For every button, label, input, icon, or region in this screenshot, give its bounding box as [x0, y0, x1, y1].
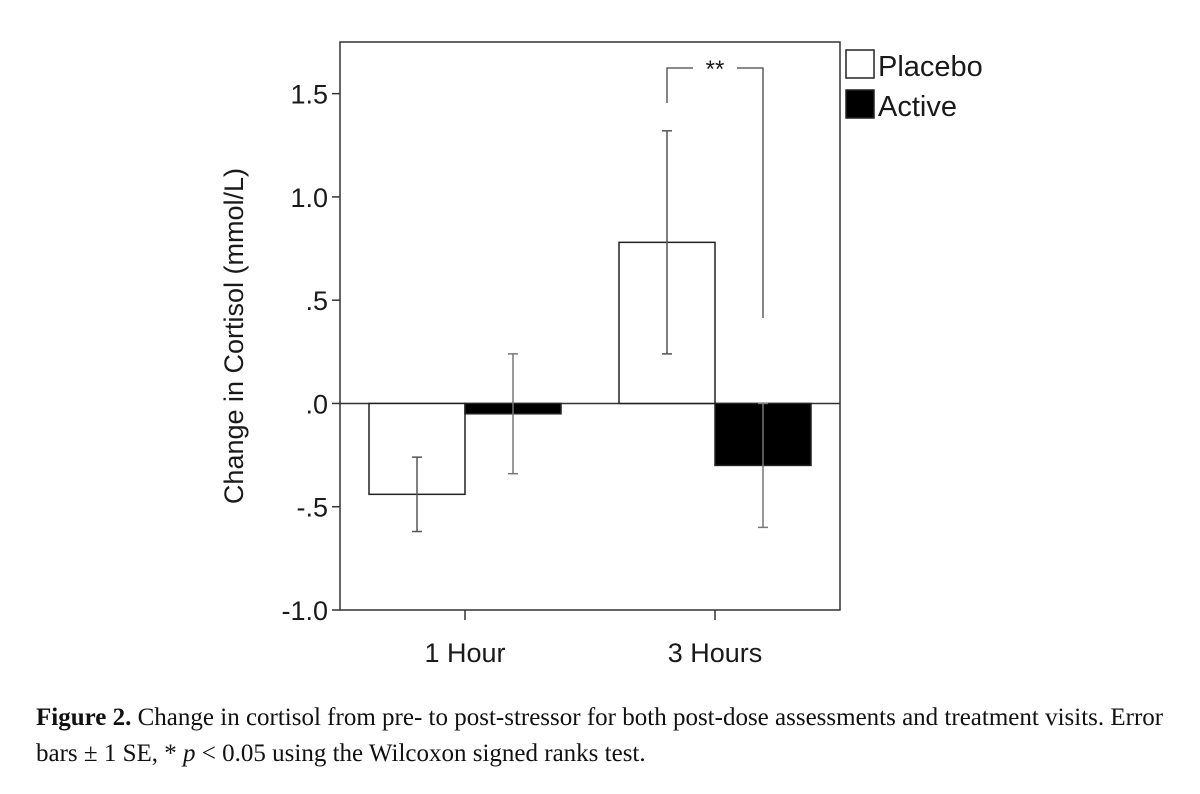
- y-tick-label: -1.0: [281, 596, 328, 626]
- significance-bracket-right: [737, 67, 764, 318]
- legend-swatch-placebo: [845, 49, 875, 79]
- y-axis-label: Change in Cortisol (mmol/L): [219, 168, 249, 504]
- legend-swatch-active: [845, 89, 875, 119]
- significance-bracket-left: [666, 67, 693, 103]
- y-tick-label: .0: [305, 389, 328, 419]
- legend-label-active: Active: [878, 91, 957, 123]
- y-tick-label: .5: [305, 286, 328, 316]
- y-tick-label: 1.5: [290, 80, 328, 110]
- legend-label-placebo: Placebo: [878, 51, 983, 83]
- plot-frame: [339, 41, 841, 611]
- x-tick-label: 3 Hours: [668, 638, 763, 668]
- caption-text-1: Change in cortisol from pre- to post-str…: [36, 704, 1164, 767]
- y-tick-label: 1.0: [290, 183, 328, 213]
- caption-label: Figure 2.: [36, 704, 132, 731]
- figure-caption: Figure 2. Change in cortisol from pre- t…: [36, 700, 1176, 772]
- y-tick-label: -.5: [296, 493, 328, 523]
- caption-p-symbol: p: [183, 740, 196, 767]
- chart: 1.5 1.0 .5 .0 -.5 -1.0 Change in Cortisol (mmo…: [219, 41, 983, 668]
- significance-label: **: [706, 56, 725, 83]
- x-tick-label: 1 Hour: [424, 638, 505, 668]
- caption-text-2: < 0.05 using the Wilcoxon signed ranks t…: [195, 740, 646, 767]
